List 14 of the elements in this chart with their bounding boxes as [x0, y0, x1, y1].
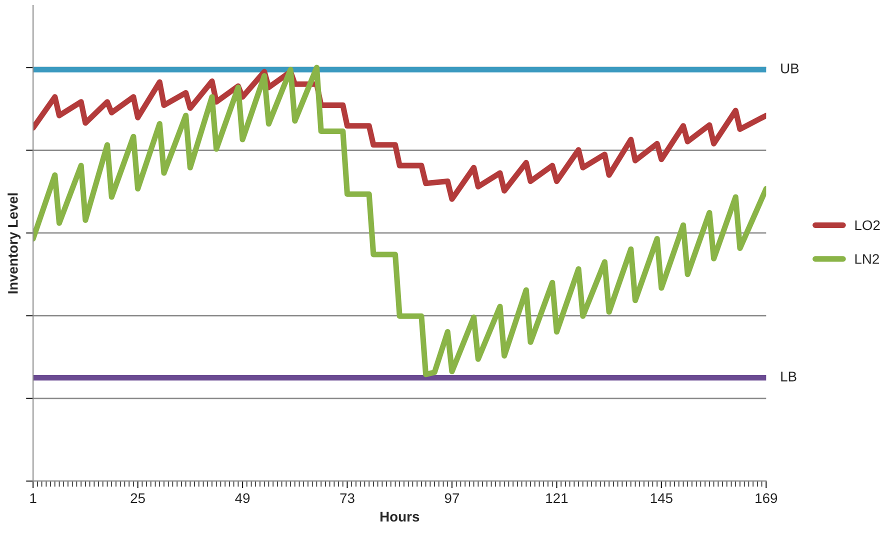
x-tick-label: 145 [650, 493, 672, 504]
legend-label: LO2 [855, 220, 880, 230]
y-axis-title: Inventory Level [8, 193, 21, 294]
x-tick-label: 97 [444, 493, 460, 504]
ref-line-label: LB [781, 372, 796, 382]
x-tick-label: 25 [130, 493, 145, 504]
x-tick-label: 121 [546, 493, 568, 503]
x-axis-title: Hours [380, 512, 420, 522]
x-tick-label: 169 [756, 493, 778, 504]
x-tick-label: 49 [235, 493, 250, 504]
x-tick-label: 73 [340, 493, 354, 504]
legend-label: LN2 [855, 254, 879, 264]
ref-line-label: UB [781, 64, 799, 74]
x-tick-label: 1 [30, 493, 36, 503]
